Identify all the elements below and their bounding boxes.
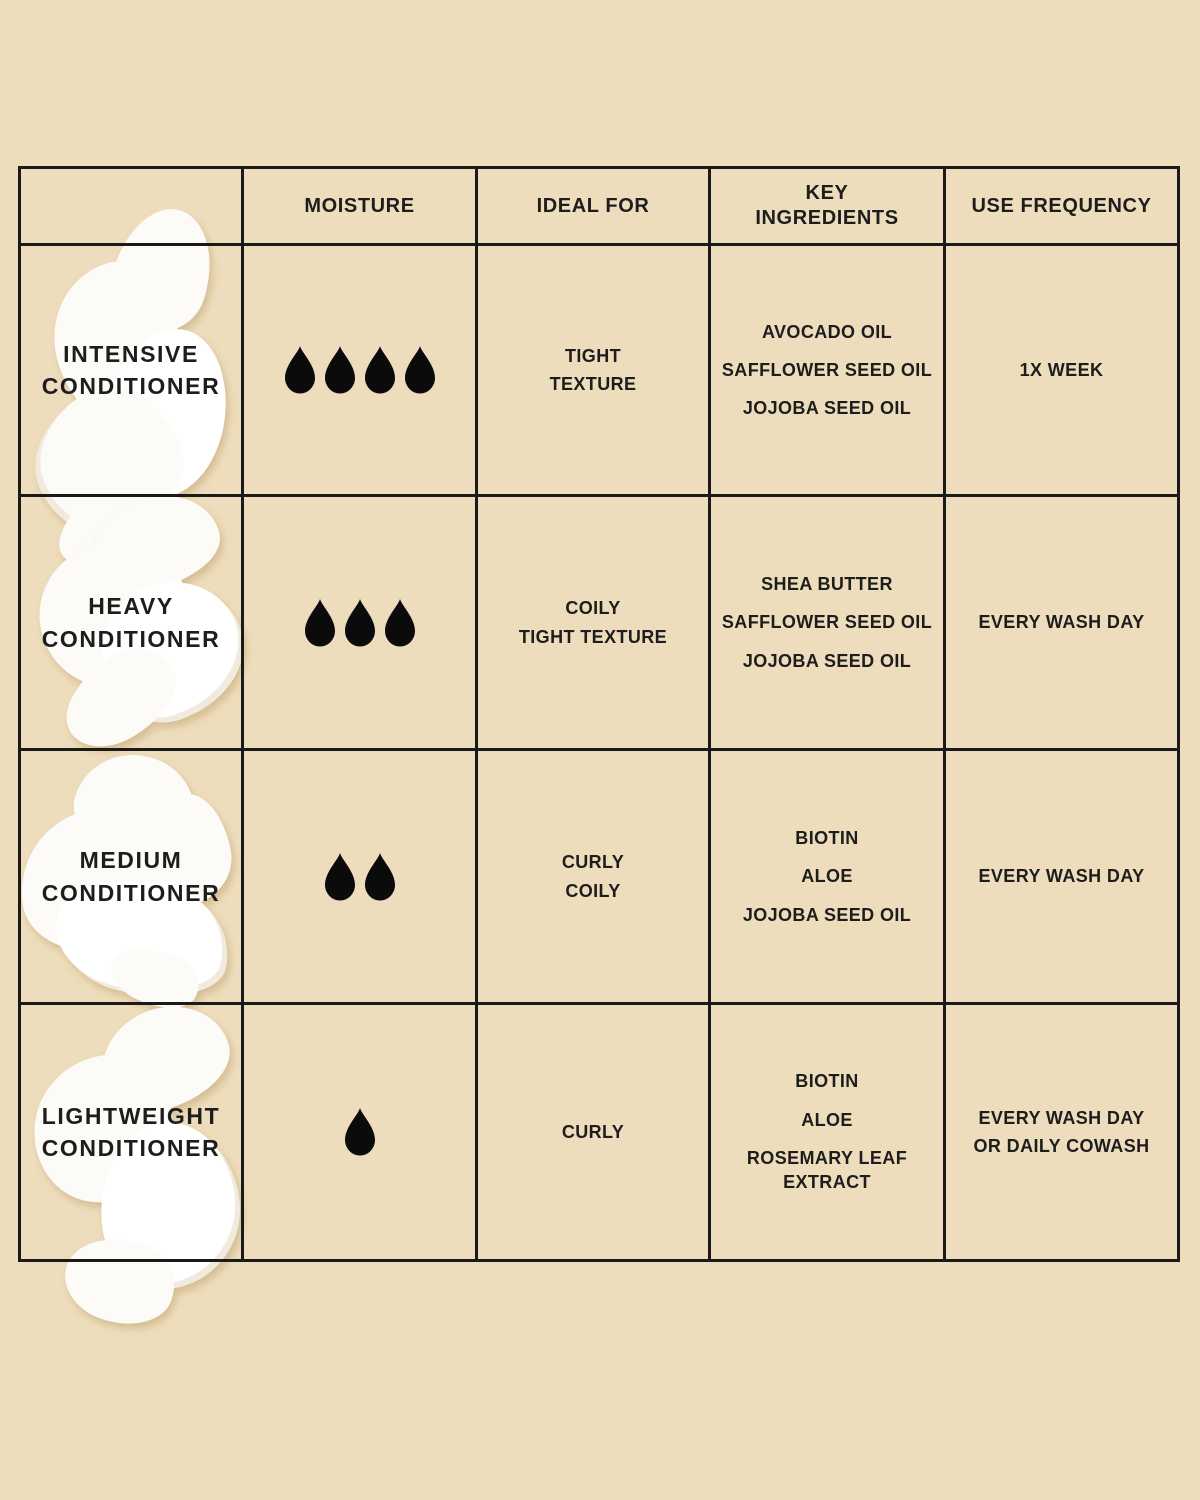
moisture-cell xyxy=(244,1005,478,1259)
frequency-line: EVERY WASH DAY xyxy=(978,1107,1145,1128)
use-frequency-cell: EVERY WASH DAY OR DAILY COWASH xyxy=(946,1005,1177,1259)
droplet-icon xyxy=(324,346,355,394)
product-name: INTENSIVE CONDITIONER xyxy=(41,340,221,399)
droplet-icon xyxy=(304,598,335,646)
droplet-icon xyxy=(384,598,415,646)
product-name: LIGHTWEIGHT CONDITIONER xyxy=(41,1102,221,1161)
frequency-line: EVERY WASH DAY xyxy=(978,612,1145,633)
ideal-for-line: CURLY xyxy=(561,852,625,873)
ideal-for-cell: TIGHT TEXTURE xyxy=(478,246,711,497)
column-header-label: USE FREQUENCY xyxy=(971,194,1152,217)
product-name-cell: LIGHTWEIGHT CONDITIONER xyxy=(21,1005,244,1259)
ideal-for-line: CURLY xyxy=(561,1121,625,1142)
ideal-for-cell: CURLY COILY xyxy=(478,751,711,1005)
ideal-for-cell: COILY TIGHT TEXTURE xyxy=(478,497,711,751)
use-frequency-cell: EVERY WASH DAY xyxy=(946,751,1177,1005)
moisture-droplets xyxy=(282,345,438,395)
droplet-icon xyxy=(364,346,395,394)
ideal-for-cell: CURLY xyxy=(478,1005,711,1259)
column-header-key-ingredients: KEY INGREDIENTS xyxy=(711,169,946,246)
column-header-label: MOISTURE xyxy=(304,194,415,217)
use-frequency-cell: EVERY WASH DAY xyxy=(946,497,1177,751)
droplet-icon xyxy=(344,1108,375,1156)
frequency-line: 1X WEEK xyxy=(1019,359,1104,380)
ingredient: ALOE xyxy=(801,866,853,887)
ideal-for-line: COILY xyxy=(565,598,621,619)
ingredient: SAFFLOWER SEED OIL xyxy=(721,359,933,380)
column-header-use-frequency: USE FREQUENCY xyxy=(946,169,1177,246)
column-header-label: IDEAL FOR xyxy=(536,194,650,217)
droplet-icon xyxy=(404,346,435,394)
droplet-icon xyxy=(364,852,395,900)
column-header-label: KEY INGREDIENTS xyxy=(755,182,899,229)
use-frequency-cell: 1X WEEK xyxy=(946,246,1177,497)
droplet-icon xyxy=(284,346,315,394)
ingredient: BIOTIN xyxy=(795,828,859,849)
ingredient: JOJOBA SEED OIL xyxy=(742,650,912,671)
key-ingredients-cell: AVOCADO OIL SAFFLOWER SEED OIL JOJOBA SE… xyxy=(711,246,946,497)
ingredient: ROSEMARY LEAF EXTRACT xyxy=(746,1148,908,1193)
moisture-cell xyxy=(244,246,478,497)
ideal-for-line: TIGHT TEXTURE xyxy=(518,626,668,647)
ingredient: JOJOBA SEED OIL xyxy=(742,904,912,925)
product-name: HEAVY CONDITIONER xyxy=(41,593,221,652)
ingredient: AVOCADO OIL xyxy=(761,321,893,342)
key-ingredients-cell: BIOTIN ALOE JOJOBA SEED OIL xyxy=(711,751,946,1005)
ingredient: JOJOBA SEED OIL xyxy=(742,398,912,419)
corner-cell xyxy=(21,169,244,246)
key-ingredients-cell: SHEA BUTTER SAFFLOWER SEED OIL JOJOBA SE… xyxy=(711,497,946,751)
frequency-line: EVERY WASH DAY xyxy=(978,866,1145,887)
ingredient: SHEA BUTTER xyxy=(761,574,893,595)
moisture-cell xyxy=(244,751,478,1005)
column-header-ideal-for: IDEAL FOR xyxy=(478,169,711,246)
product-name: MEDIUM CONDITIONER xyxy=(41,847,221,906)
droplet-icon xyxy=(324,852,355,900)
moisture-droplets xyxy=(322,852,398,902)
ingredient: ALOE xyxy=(801,1109,853,1130)
product-name-cell: INTENSIVE CONDITIONER xyxy=(21,246,244,497)
product-name-cell: HEAVY CONDITIONER xyxy=(21,497,244,751)
moisture-cell xyxy=(244,497,478,751)
column-header-moisture: MOISTURE xyxy=(244,169,478,246)
ingredient: BIOTIN xyxy=(795,1071,859,1092)
ideal-for-line: TIGHT xyxy=(565,345,621,366)
moisture-droplets xyxy=(342,1107,378,1157)
comparison-table: MOISTURE IDEAL FOR KEY INGREDIENTS USE F… xyxy=(18,166,1180,1262)
droplet-icon xyxy=(344,598,375,646)
product-name-cell: MEDIUM CONDITIONER xyxy=(21,751,244,1005)
key-ingredients-cell: BIOTIN ALOE ROSEMARY LEAF EXTRACT xyxy=(711,1005,946,1259)
ideal-for-line: COILY xyxy=(565,880,621,901)
moisture-droplets xyxy=(302,598,418,648)
ingredient: SAFFLOWER SEED OIL xyxy=(721,612,933,633)
ideal-for-line: TEXTURE xyxy=(549,374,637,394)
frequency-line: OR DAILY COWASH xyxy=(973,1136,1150,1156)
